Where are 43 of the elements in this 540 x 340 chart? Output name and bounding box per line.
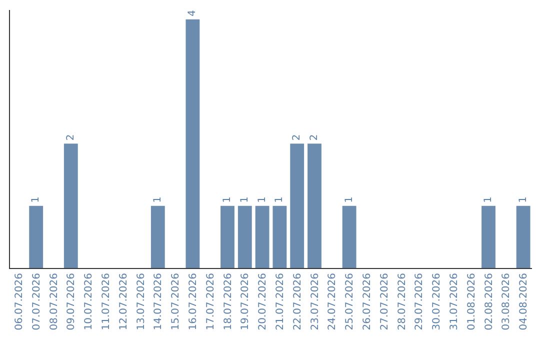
data-label: 1 — [30, 196, 42, 203]
x-tick-label: 26.07.2026 — [362, 273, 373, 330]
data-label: 1 — [222, 196, 233, 203]
x-tick-label: 22.07.2026 — [292, 273, 304, 330]
data-label: 2 — [65, 134, 76, 141]
data-label: 2 — [309, 134, 320, 141]
x-tick-label: 04.08.2026 — [518, 273, 530, 330]
x-tick-label: 03.08.2026 — [501, 273, 512, 330]
data-label: 1 — [274, 196, 286, 203]
data-label: 1 — [518, 196, 529, 203]
data-label: 1 — [344, 196, 355, 203]
data-label: 1 — [256, 196, 268, 203]
x-tick-label: 31.07.2026 — [448, 273, 460, 330]
x-tick-label: 18.07.2026 — [222, 273, 234, 330]
x-tick-label: 02.08.2026 — [484, 273, 495, 330]
data-label: 1 — [239, 196, 250, 203]
x-tick-label: 10.07.2026 — [84, 273, 95, 330]
x-tick-label: 01.08.2026 — [466, 273, 478, 330]
x-tick-label: 14.07.2026 — [153, 273, 164, 330]
x-tick-label: 28.07.2026 — [396, 273, 408, 330]
x-tick-label: 07.07.2026 — [31, 273, 42, 330]
x-tick-label: 23.07.2026 — [310, 273, 321, 330]
data-label: 1 — [152, 196, 164, 203]
x-tick-label: 25.07.2026 — [344, 273, 356, 330]
x-tick-label: 08.07.2026 — [48, 273, 60, 330]
x-tick-label: 09.07.2026 — [66, 273, 78, 330]
x-tick-label: 06.07.2026 — [14, 273, 25, 330]
x-tick-label: 21.07.2026 — [274, 273, 286, 330]
data-label: 1 — [483, 196, 494, 203]
x-tick-label: 30.07.2026 — [432, 273, 443, 330]
x-tick-label: 24.07.2026 — [327, 273, 338, 330]
x-tick-label: 29.07.2026 — [414, 273, 426, 330]
x-tick-label: 11.07.2026 — [100, 273, 112, 330]
data-label: 2 — [292, 134, 303, 141]
x-tick-label: 13.07.2026 — [136, 273, 147, 330]
x-tick-label: 15.07.2026 — [170, 273, 182, 330]
x-tick-label: 27.07.2026 — [379, 273, 390, 330]
x-tick-label: 17.07.2026 — [205, 273, 216, 330]
x-tick-label: 20.07.2026 — [258, 273, 269, 330]
x-tick-label: 19.07.2026 — [240, 273, 252, 330]
data-label: 4 — [187, 10, 198, 16]
x-tick-label: 16.07.2026 — [188, 273, 199, 330]
x-tick-label: 12.07.2026 — [118, 273, 130, 330]
